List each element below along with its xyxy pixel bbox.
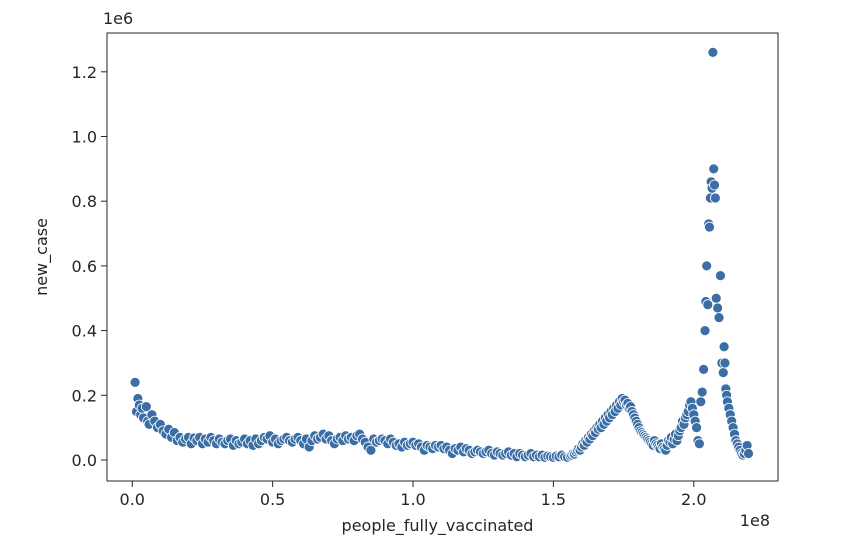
scatter-point [129,376,141,388]
scatter-point [708,163,720,175]
scatter-point [713,312,725,324]
points-layer [129,47,754,463]
x-axis-ticks: 0.0 0.5 1.0 1.5 2.0 [120,481,707,509]
scatter-point [696,386,708,398]
scatter-point [140,401,152,413]
scatter-point [702,299,714,311]
x-tick-label: 0.0 [120,490,145,509]
scatter-point [695,396,707,408]
scatter-point [365,444,377,456]
scatter-point [707,47,719,58]
y-tick-label: 0.6 [72,257,97,276]
x-tick-label: 1.5 [541,490,566,509]
scatter-point [743,448,754,459]
x-tick-label: 0.5 [260,490,285,509]
y-tick-label: 0.8 [72,192,97,211]
y-tick-label: 1.0 [72,128,97,147]
scatter-point [719,357,731,369]
y-axis-label: new_case [32,218,52,296]
y-tick-label: 0.0 [72,451,97,470]
scatter-point [715,270,726,282]
scatter-point [717,367,729,379]
scatter-point [698,363,709,375]
plot-frame [106,32,779,482]
scatter-point [693,438,705,450]
scatter-point [709,192,721,204]
x-axis-offset-label: 1e8 [740,511,770,530]
scatter-point [704,221,715,233]
scatter-point [718,341,730,353]
y-axis-ticks: 0.0 0.2 0.4 0.6 0.8 1.0 1.2 [72,63,107,470]
x-tick-label: 2.0 [681,490,706,509]
scatter-point [712,302,724,314]
scatter-point [691,422,702,434]
scatter-point [699,325,711,336]
scatter-point [710,292,722,304]
y-axis-offset-label: 1e6 [103,9,133,28]
scatter-point [709,179,720,191]
scatter-point [701,260,713,272]
y-tick-label: 0.4 [72,322,97,341]
y-tick-label: 1.2 [72,63,97,82]
x-axis-label: people_fully_vaccinated [342,516,534,536]
x-tick-label: 1.0 [400,490,425,509]
y-tick-label: 0.2 [72,386,97,405]
